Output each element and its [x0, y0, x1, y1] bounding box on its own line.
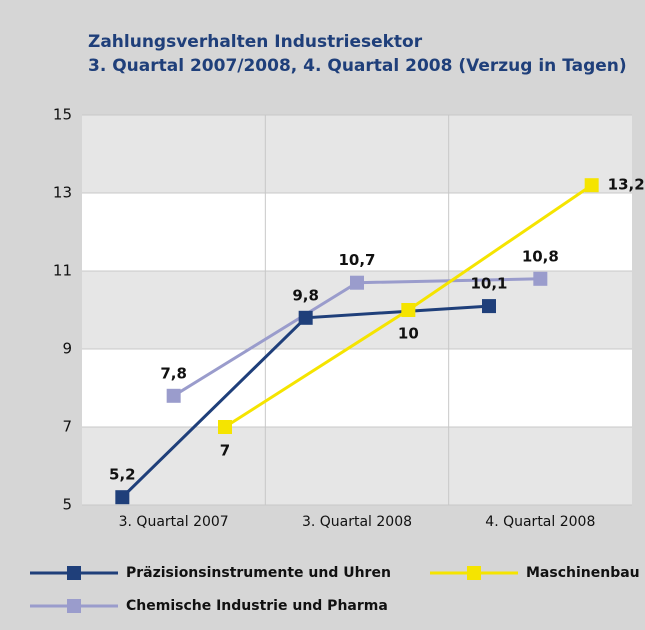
- value-label: 13,2: [608, 176, 645, 194]
- x-tick-label: 4. Quartal 2008: [485, 514, 595, 530]
- grid-band: [82, 115, 632, 193]
- marker: [482, 299, 496, 314]
- y-tick-label: 9: [62, 340, 72, 358]
- value-label: 10,1: [470, 275, 507, 293]
- y-tick-label: 11: [53, 262, 72, 280]
- value-label: 7: [220, 442, 230, 460]
- value-label: 10: [398, 325, 419, 343]
- marker: [115, 490, 130, 505]
- chart-title: Zahlungsverhalten Industriesektor: [88, 32, 423, 52]
- value-label: 10,7: [338, 251, 375, 269]
- x-tick-label: 3. Quartal 2008: [302, 514, 412, 530]
- legend-label: Maschinenbau: [526, 565, 640, 581]
- legend-marker: [467, 566, 481, 580]
- marker: [533, 271, 548, 286]
- legend-label: Präzisionsinstrumente und Uhren: [126, 565, 391, 581]
- legend-marker: [67, 566, 81, 580]
- chart-subtitle: 3. Quartal 2007/2008, 4. Quartal 2008 (V…: [88, 56, 627, 76]
- legend-marker: [67, 599, 81, 613]
- marker: [401, 303, 416, 317]
- y-tick-label: 13: [53, 184, 72, 202]
- marker: [584, 178, 599, 193]
- marker: [350, 275, 364, 290]
- grid-band: [82, 427, 632, 505]
- value-label: 5,2: [109, 466, 136, 484]
- y-tick-label: 15: [53, 106, 72, 124]
- legend-label: Chemische Industrie und Pharma: [126, 598, 388, 614]
- marker: [166, 388, 181, 403]
- x-tick-label: 3. Quartal 2007: [119, 514, 229, 530]
- y-tick-label: 7: [62, 418, 72, 436]
- value-label: 7,8: [160, 364, 187, 382]
- y-tick-label: 5: [62, 496, 72, 514]
- marker: [298, 310, 313, 325]
- value-label: 10,8: [522, 247, 559, 265]
- value-label: 9,8: [292, 286, 319, 304]
- marker: [218, 420, 232, 434]
